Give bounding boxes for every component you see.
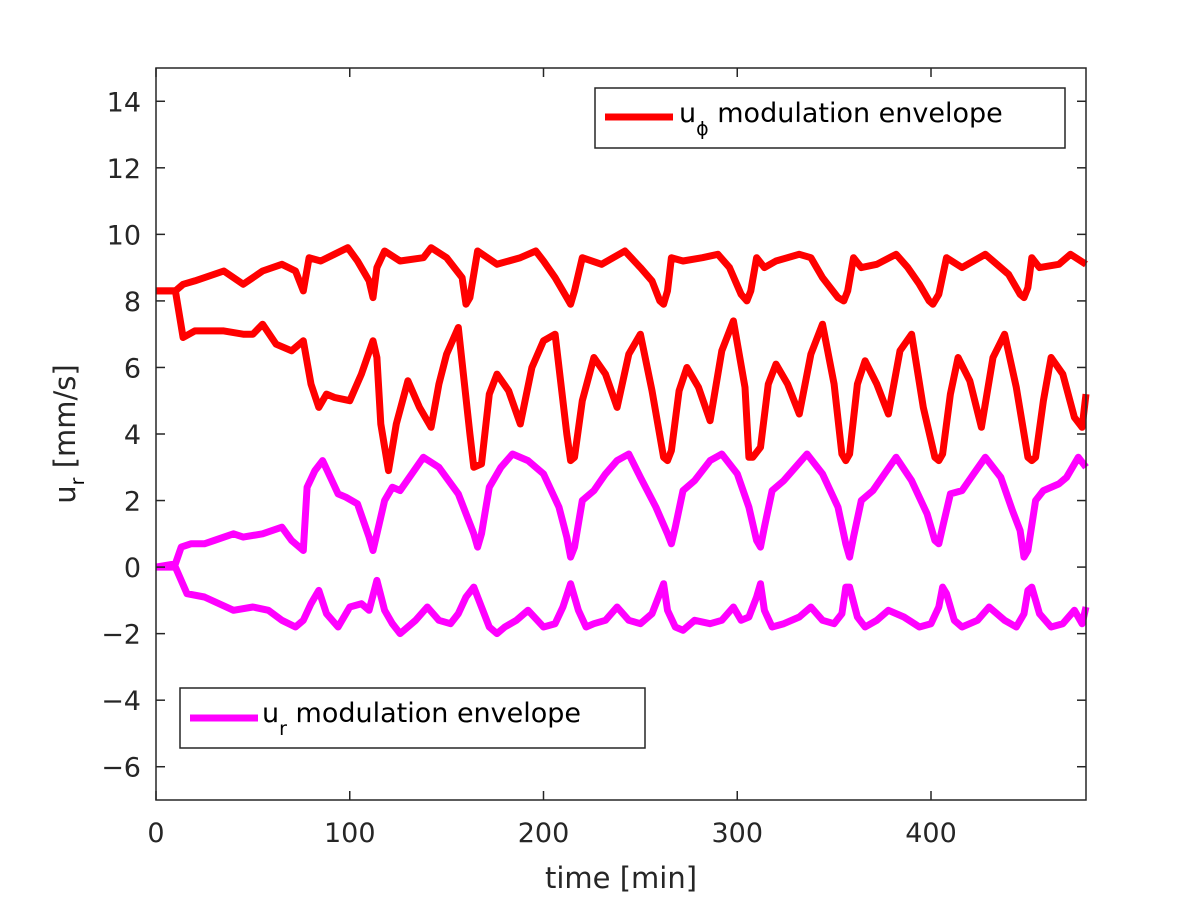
legend-u-phi-label: uϕ modulation envelope <box>679 98 1003 140</box>
y-tick-label: 2 <box>124 487 141 518</box>
x-tick-label: 100 <box>324 818 376 849</box>
x-tick-label: 300 <box>711 818 763 849</box>
y-tick-label: 10 <box>107 220 141 251</box>
legend-u-r-label: ur modulation envelope <box>262 698 581 740</box>
y-tick-label: −6 <box>101 753 141 784</box>
y-axis-title-base: u <box>48 485 82 503</box>
legend-u-phi-box <box>594 87 1066 149</box>
y-tick-label: −4 <box>101 686 141 717</box>
y-tick-label: −2 <box>101 620 141 651</box>
series-line-u-r-2 <box>155 450 1089 571</box>
x-tick-label: 200 <box>518 818 570 849</box>
series-line-u-phi-0 <box>156 244 1088 308</box>
legend-u-r-sub: r <box>279 718 287 740</box>
y-axis-title-sub: r <box>67 477 89 485</box>
legend-u-phi-rest: modulation envelope <box>709 98 1003 129</box>
series-line-u-phi-1 <box>156 287 1090 475</box>
y-tick-label: 4 <box>124 420 141 451</box>
y-tick-label: 0 <box>124 553 141 584</box>
x-axis-title: time [min] <box>545 861 697 895</box>
y-tick-label: 8 <box>124 287 141 318</box>
legend-u-phi-base: u <box>679 98 696 129</box>
y-axis-title-rest: [mm/s] <box>48 364 82 477</box>
series-layer <box>155 244 1090 638</box>
x-tick-label: 400 <box>905 818 957 849</box>
legend-u-phi: uϕ modulation envelope <box>594 87 1066 149</box>
y-axis-title: ur [mm/s] <box>48 364 89 503</box>
y-tick-label: 6 <box>124 353 141 384</box>
legend-u-phi-sub: ϕ <box>696 118 709 140</box>
legend-u-r: ur modulation envelope <box>179 687 646 749</box>
series-line-u-r-3 <box>156 563 1090 638</box>
y-tick-label: 12 <box>107 154 141 185</box>
legend-u-r-base: u <box>262 698 279 729</box>
legend-u-r-rest: modulation envelope <box>287 698 581 729</box>
y-tick-label: 14 <box>107 87 141 118</box>
x-tick-label: 0 <box>147 818 164 849</box>
ticks-layer: 0 100 200 300 400 −6 −4 −2 0 2 4 6 8 10 12 14 <box>101 68 1086 849</box>
